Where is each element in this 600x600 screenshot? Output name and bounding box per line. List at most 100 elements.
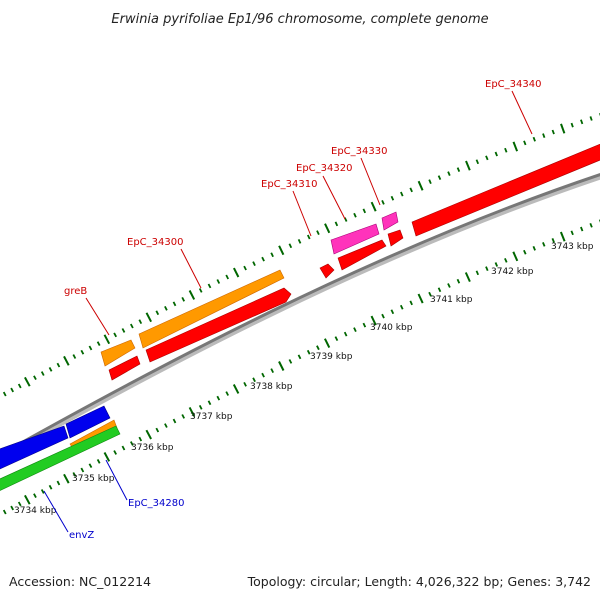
- tick-mark: [532, 136, 536, 142]
- tick-mark: [121, 445, 126, 451]
- tick-mark: [88, 463, 93, 469]
- tick-mark: [96, 458, 101, 464]
- tick-mark: [172, 301, 177, 307]
- cds-block-EpC_34310[interactable]: [319, 263, 335, 279]
- kbp-label-3743: 3743 kbp: [551, 242, 594, 252]
- tick-mark: [145, 429, 152, 440]
- cds-block-greB[interactable]: [108, 355, 141, 381]
- tick-mark: [48, 366, 53, 372]
- tick-mark: [48, 484, 53, 490]
- kbp-label-3740: 3740 kbp: [370, 323, 413, 333]
- tick-mark: [542, 242, 546, 247]
- misc-block-EpC_34330[interactable]: [381, 211, 399, 231]
- tick-mark: [485, 155, 489, 161]
- cds-block-EpC_34300[interactable]: [145, 287, 292, 363]
- backbone-shadow: [0, 173, 600, 461]
- tick-mark: [17, 501, 22, 507]
- tick-mark: [362, 208, 367, 214]
- leader-EpC_34310: [292, 190, 312, 237]
- tick-mark: [570, 230, 574, 236]
- tick-mark: [417, 293, 424, 304]
- tick-mark: [504, 147, 508, 153]
- kbp-label-3739: 3739 kbp: [310, 352, 353, 362]
- tick-mark: [589, 116, 593, 121]
- gene-label-EpC_34330[interactable]: EpC_34330: [331, 146, 387, 157]
- blue-block-EpC_34280[interactable]: [65, 405, 111, 439]
- tick-mark: [437, 287, 442, 293]
- tick-mark: [390, 195, 395, 201]
- gene-block-EpC_34300[interactable]: [138, 269, 285, 349]
- blue-block-envZ[interactable]: [0, 425, 69, 478]
- leader-EpC_34340: [511, 90, 533, 135]
- tick-mark: [2, 509, 7, 515]
- tick-mark: [225, 274, 230, 280]
- tick-mark: [559, 231, 566, 242]
- gene-label-greB[interactable]: greB: [64, 286, 87, 297]
- cds-block-EpC_34330[interactable]: [387, 229, 404, 247]
- misc-block-EpC_34320[interactable]: [330, 223, 380, 255]
- gene-label-envZ[interactable]: envZ: [69, 530, 94, 541]
- cds-track-forward: [108, 140, 600, 381]
- gene-labels: greB EpC_34300 EpC_34310 EpC_34320 EpC_3…: [64, 79, 541, 541]
- gene-label-EpC_34310[interactable]: EpC_34310: [261, 179, 317, 190]
- tick-mark: [2, 391, 7, 397]
- tick-mark: [56, 480, 61, 486]
- map-title: Erwinia pyrifoliae Ep1/96 chromosome, co…: [111, 12, 488, 27]
- tick-mark: [198, 404, 203, 410]
- tick-mark: [465, 160, 471, 171]
- tick-mark: [370, 201, 377, 212]
- map-body: 3734 kbp 3735 kbp 3736 kbp 3737 kbp 3738…: [0, 90, 600, 533]
- gene-track-reverse: [0, 405, 121, 500]
- kbp-label-3736: 3736 kbp: [131, 443, 174, 453]
- backbone-line: [0, 173, 600, 457]
- tick-mark: [270, 252, 274, 258]
- tick-mark: [33, 375, 37, 381]
- kbp-label-3741: 3741 kbp: [430, 295, 473, 305]
- tick-mark: [523, 140, 527, 146]
- cds-block-EpC_34340[interactable]: [411, 140, 600, 237]
- tick-mark: [130, 323, 134, 329]
- gene-label-EpC_34280[interactable]: EpC_34280: [128, 498, 184, 509]
- tick-mark: [243, 381, 247, 387]
- tick-mark: [121, 328, 126, 333]
- lower-tick-track: [2, 219, 600, 515]
- tick-mark: [589, 222, 593, 228]
- tick-mark: [233, 267, 240, 278]
- tick-mark: [252, 261, 256, 266]
- tick-mark: [316, 345, 320, 351]
- tick-mark: [103, 452, 111, 462]
- tick-mark: [164, 423, 168, 428]
- tick-mark: [188, 406, 196, 417]
- cds-block-EpC_34320[interactable]: [337, 239, 387, 271]
- tick-mark: [24, 376, 31, 387]
- tick-mark: [232, 384, 240, 394]
- kbp-label-3737: 3737 kbp: [190, 412, 233, 422]
- tick-mark: [225, 391, 230, 396]
- gene-block-greB[interactable]: [100, 339, 136, 367]
- tick-mark: [113, 332, 117, 338]
- tick-mark: [381, 200, 385, 205]
- tick-mark: [381, 313, 385, 319]
- tick-mark: [409, 187, 413, 193]
- tick-mark: [580, 119, 584, 125]
- tick-mark: [113, 450, 117, 455]
- gene-label-EpC_34340[interactable]: EpC_34340: [485, 79, 541, 90]
- green-block-envZ[interactable]: [0, 425, 121, 500]
- tick-mark: [297, 239, 302, 244]
- tick-mark: [523, 249, 527, 255]
- tick-mark: [353, 327, 357, 332]
- tick-mark: [207, 400, 212, 406]
- tick-mark: [138, 436, 143, 442]
- tick-mark: [362, 322, 367, 328]
- tick-mark: [155, 310, 160, 316]
- gene-label-EpC_34300[interactable]: EpC_34300: [127, 237, 183, 248]
- tick-mark: [324, 338, 331, 349]
- gene-label-EpC_34320[interactable]: EpC_34320: [296, 163, 352, 174]
- tick-mark: [343, 331, 348, 337]
- tick-mark: [207, 283, 212, 289]
- tick-mark: [551, 129, 555, 135]
- tick-mark: [278, 245, 285, 256]
- tick-mark: [96, 341, 101, 347]
- tick-mark: [551, 238, 555, 243]
